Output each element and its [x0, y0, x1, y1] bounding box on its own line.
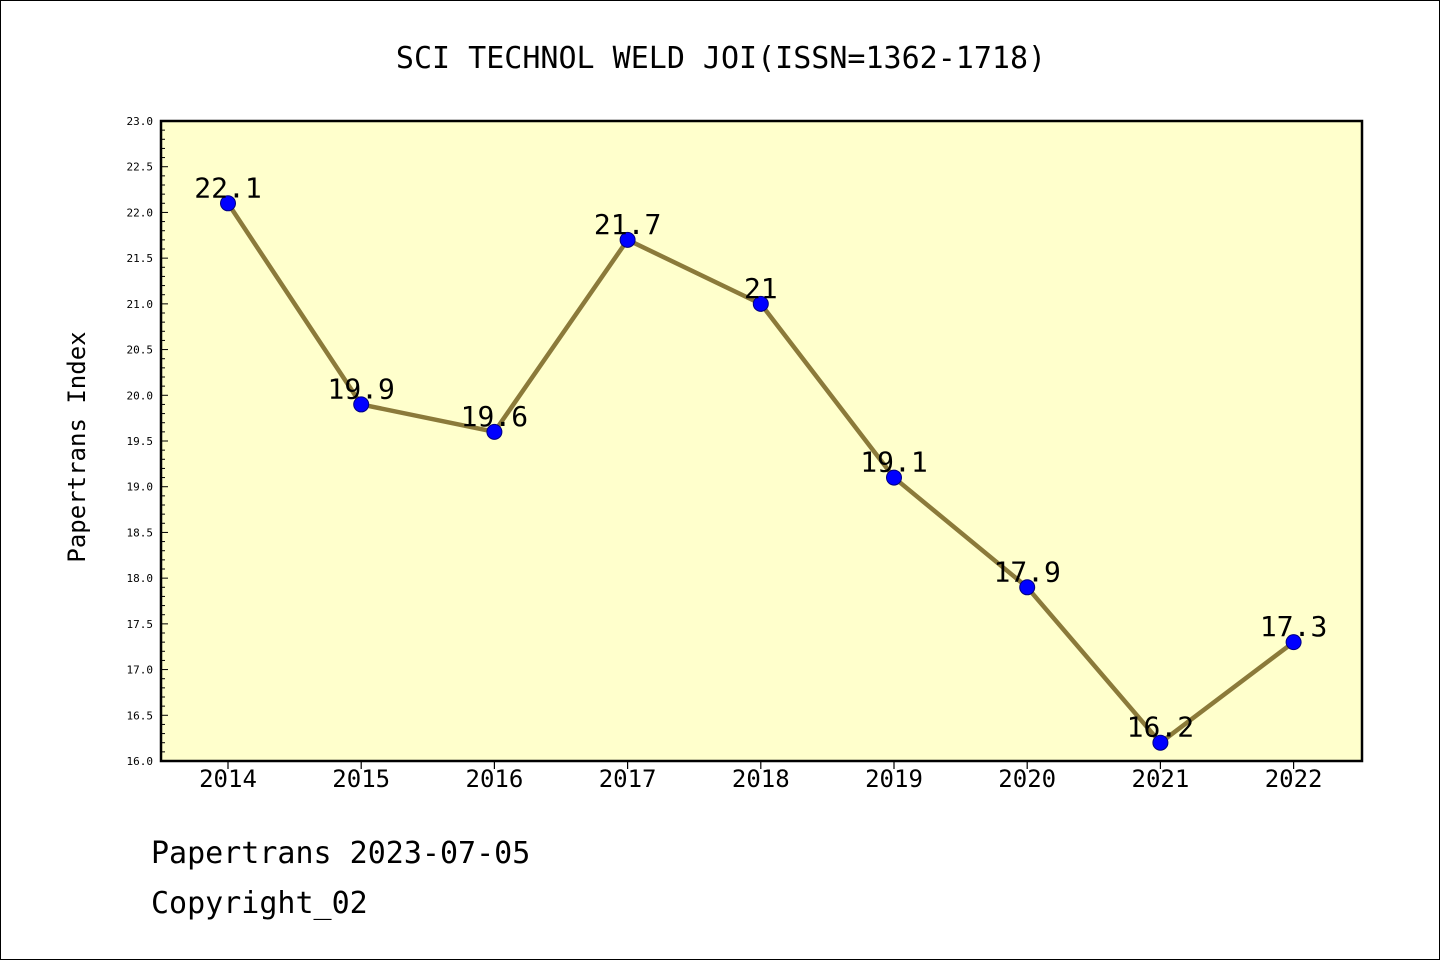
footer-date: Papertrans 2023-07-05 [151, 836, 531, 871]
y-tick-label: 21.0 [127, 298, 154, 311]
chart-title: SCI TECHNOL WELD JOI(ISSN=1362-1718) [396, 41, 1046, 76]
y-tick-label: 16.0 [127, 755, 154, 768]
x-tick-label: 2021 [1132, 765, 1190, 793]
x-tick-label: 2014 [199, 765, 257, 793]
data-label: 16.2 [1127, 711, 1194, 744]
data-point [886, 469, 902, 486]
y-tick-label: 20.5 [127, 344, 154, 357]
y-tick-label: 22.0 [127, 206, 154, 219]
y-tick-label: 18.5 [127, 526, 154, 539]
x-tick-label: 2022 [1265, 765, 1323, 793]
data-point [619, 231, 636, 248]
x-tick-label: 2020 [998, 765, 1056, 793]
data-label: 17.9 [993, 555, 1060, 588]
y-tick-label: 23.0 [127, 115, 154, 128]
axis-ticks: 16.0 16.5 17.0 17.5 18.0 18.5 19.0 19.5 20.0 20.5… [127, 115, 1323, 793]
data-labels: 22.1 19.9 19.6 21.7 21 19.1 17.9 16.2 17.3 [194, 171, 1327, 743]
data-point [752, 295, 769, 312]
x-tick-label: 2015 [332, 765, 390, 793]
y-tick-label: 22.5 [127, 161, 154, 174]
data-point [1152, 734, 1169, 751]
data-point [220, 195, 236, 212]
data-label: 17.3 [1260, 610, 1327, 643]
y-tick-label: 20.0 [127, 389, 154, 402]
y-tick-label: 21.5 [127, 252, 154, 265]
y-tick-label: 19.5 [127, 435, 154, 448]
y-tick-label: 17.5 [127, 618, 154, 631]
data-label: 21.7 [594, 208, 661, 241]
data-label: 19.9 [327, 372, 394, 405]
y-tick-label: 19.0 [127, 481, 154, 494]
y-tick-label: 18.0 [127, 572, 154, 585]
x-tick-label: 2018 [732, 765, 790, 793]
data-point [486, 423, 503, 440]
x-tick-label: 2017 [599, 765, 657, 793]
y-axis-label: Papertrans Index [63, 331, 91, 562]
data-point [353, 396, 370, 413]
data-points [220, 195, 1302, 751]
data-label: 21 [744, 272, 778, 305]
data-label: 19.6 [461, 400, 528, 433]
x-tick-label: 2016 [466, 765, 524, 793]
data-point [1285, 634, 1302, 651]
data-label: 19.1 [860, 446, 927, 479]
y-tick-label: 17.0 [127, 664, 154, 677]
footer-copyright: Copyright_02 [151, 886, 368, 921]
data-label: 22.1 [194, 171, 261, 204]
x-tick-label: 2019 [865, 765, 923, 793]
y-tick-label: 16.5 [127, 709, 154, 722]
plot-area [159, 119, 1364, 763]
data-point [1019, 579, 1036, 596]
